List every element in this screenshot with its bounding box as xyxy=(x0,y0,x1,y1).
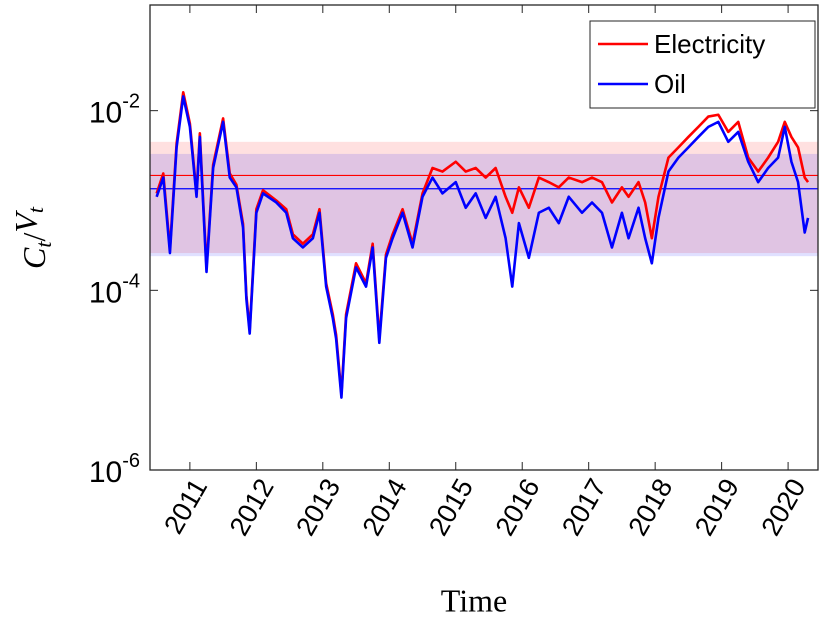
y-tick-label: 10-2 xyxy=(89,91,140,130)
x-tick-label: 2016 xyxy=(490,474,546,541)
legend: Electricity Oil xyxy=(589,20,816,109)
x-tick-label: 2018 xyxy=(623,474,679,541)
bands xyxy=(150,141,818,257)
x-axis-label: Time xyxy=(441,582,507,618)
legend-label: Electricity xyxy=(654,29,765,59)
x-tick-label: 2012 xyxy=(224,474,280,541)
x-tick-label: 2015 xyxy=(423,474,479,541)
x-tick-label: 2017 xyxy=(556,474,612,541)
x-tick-label: 2014 xyxy=(357,474,413,541)
x-tick-label: 2013 xyxy=(290,474,346,541)
x-tick-label: 2019 xyxy=(689,474,745,541)
lines xyxy=(155,91,810,399)
y-axis-label: Ct/Vt xyxy=(8,206,56,269)
series-line xyxy=(155,95,810,399)
legend-box xyxy=(589,20,816,109)
x-tick-label: 2011 xyxy=(158,474,213,539)
plot-frame xyxy=(149,4,819,471)
legend-label: Oil xyxy=(654,69,686,99)
y-tick-label: 10-4 xyxy=(89,271,140,310)
x-tick-label: 2020 xyxy=(755,474,811,541)
band xyxy=(150,153,818,257)
y-tick-label: 10-6 xyxy=(89,450,140,489)
